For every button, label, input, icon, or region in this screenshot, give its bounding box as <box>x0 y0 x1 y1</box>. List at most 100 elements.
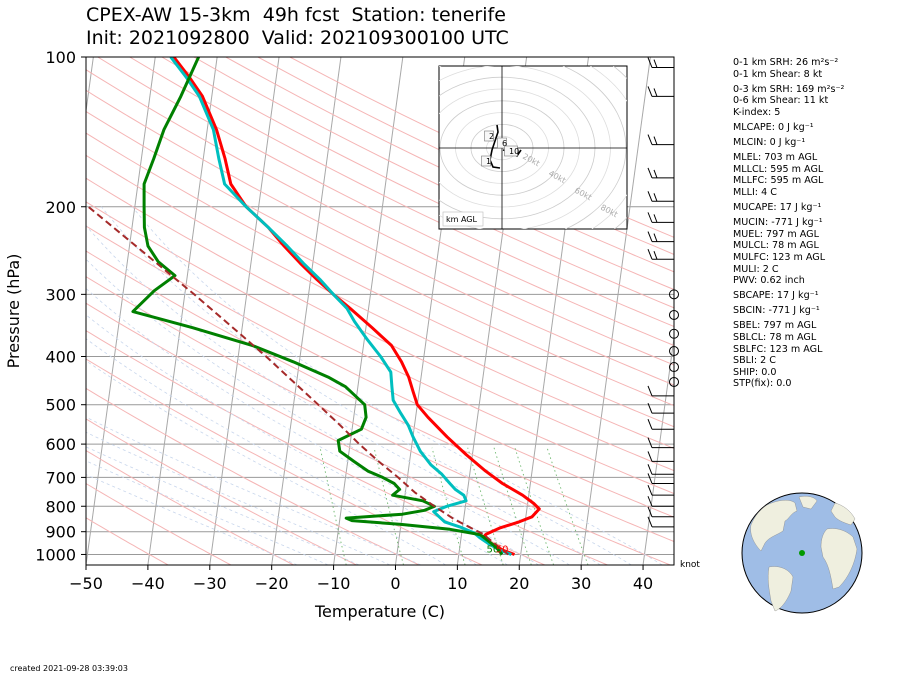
plot-frame <box>85 56 675 566</box>
moist-adiabat <box>86 360 446 565</box>
dry-adiabat <box>86 517 169 565</box>
dry-adiabat <box>86 276 671 565</box>
index-line: SBCAPE: 17 J kg⁻¹ <box>733 290 819 302</box>
y-tick-label: 400 <box>45 348 76 367</box>
y-tick-label: 300 <box>45 285 76 304</box>
chart-grid <box>86 57 674 565</box>
index-line: 0-6 km Shear: 11 kt <box>733 95 829 107</box>
series-temperature <box>172 57 541 556</box>
y-tick-label: 100 <box>45 48 76 67</box>
calm-wind-circle <box>669 289 679 300</box>
index-line: MUCAPE: 17 J kg⁻¹ <box>733 202 822 214</box>
moist-adiabat <box>132 206 663 565</box>
x-tick-label: −20 <box>255 574 289 593</box>
x-tick-label: 40 <box>633 574 653 593</box>
hodograph-marker-box <box>484 130 494 142</box>
calm-wind-circle <box>669 309 679 320</box>
x-tick-label: 10 <box>447 574 467 593</box>
isotherm <box>580 57 651 565</box>
index-line: PWV: 0.62 inch <box>733 275 805 287</box>
index-line: MLLCL: 595 m AGL <box>733 163 824 175</box>
moist-adiabat <box>86 474 298 565</box>
wind-barb <box>647 464 674 475</box>
dry-adiabat <box>86 482 232 565</box>
chart-title-line1: CPEX-AW 15-3km 49h fcst Station: tenerif… <box>86 4 506 26</box>
y-tick-label: 1000 <box>35 545 76 564</box>
y-tick-label: 800 <box>45 497 76 516</box>
wind-barb <box>647 86 674 97</box>
dry-adiabat <box>86 154 674 449</box>
dry-adiabat <box>86 225 674 518</box>
location-globe <box>741 492 863 614</box>
station-marker <box>799 550 805 556</box>
moist-adiabat <box>86 431 391 565</box>
dry-adiabat <box>129 57 674 328</box>
index-line: MUCIN: -771 J kg⁻¹ <box>733 217 823 229</box>
wind-barb <box>647 167 674 179</box>
wind-barb <box>647 484 674 496</box>
dry-adiabat <box>86 177 674 472</box>
hodograph-marker-box <box>504 145 518 157</box>
calm-wind-circle <box>669 328 679 339</box>
index-line: SBLFC: 123 m AGL <box>733 343 823 355</box>
hodograph-marker-box <box>481 155 491 167</box>
globe-land-africa <box>820 528 858 590</box>
dry-adiabat <box>86 201 674 495</box>
hodograph-marker: 6 <box>502 139 507 148</box>
chart-title-line2: Init: 2021092800 Valid: 202109300100 UTC <box>86 27 509 49</box>
series-wetbulb <box>131 57 504 556</box>
wind-barb <box>647 437 674 449</box>
hodograph-marker: 10 <box>509 147 519 156</box>
y-tick-label: 200 <box>45 198 76 217</box>
index-line: K-index: 5 <box>733 106 781 118</box>
dry-adiabat <box>225 57 674 273</box>
calm-wind-circle <box>669 362 679 373</box>
dry-adiabat <box>86 110 674 407</box>
moist-adiabat <box>86 338 477 565</box>
hodograph-unit-label: km AGL <box>446 215 478 224</box>
isotherm <box>642 334 674 565</box>
x-tick-label: 20 <box>509 574 529 593</box>
dry-adiabat <box>161 57 674 309</box>
index-line: STP(fix): 0.0 <box>733 378 792 390</box>
x-tick-label: 30 <box>571 574 591 593</box>
index-line: MLCIN: 0 J kg⁻¹ <box>733 137 806 149</box>
moist-adiabat <box>86 314 508 565</box>
hodograph-unit-box <box>442 211 484 227</box>
dry-adiabat <box>86 387 420 565</box>
mixing-ratio-line <box>319 447 347 565</box>
wind-barb <box>647 249 674 260</box>
hodograph-marker: 1 <box>486 157 491 166</box>
wind-barb <box>647 231 674 243</box>
index-line: MULI: 2 C <box>733 263 779 275</box>
moist-adiabat <box>101 206 632 565</box>
index-line: MLEL: 703 m AGL <box>733 152 818 164</box>
dry-adiabat <box>86 418 357 565</box>
y-tick-label: 700 <box>45 468 76 487</box>
x-tick-label: −30 <box>193 574 227 593</box>
index-line: 0-3 km SRH: 169 m²s⁻² <box>733 83 845 95</box>
index-line: MULFC: 123 m AGL <box>733 251 826 263</box>
y-tick-label: 900 <box>45 523 76 542</box>
wind-barb <box>647 516 674 528</box>
series-parcel <box>86 203 509 556</box>
dry-adiabat <box>86 358 483 565</box>
wind-barb <box>647 496 674 507</box>
series-dewpoint <box>169 57 512 556</box>
y-axis-label: Pressure (hPa) <box>4 254 23 369</box>
moist-adiabat <box>86 416 422 565</box>
isotherm <box>86 57 94 115</box>
created-timestamp: created 2021-09-28 03:39:03 <box>10 664 128 673</box>
globe-land-europe <box>830 502 856 526</box>
moist-adiabat <box>86 258 570 565</box>
index-line: SBEL: 797 m AGL <box>733 320 817 332</box>
surface-label: 50 <box>496 544 509 555</box>
wind-barb <box>647 191 674 202</box>
wind-barb <box>647 385 674 397</box>
surface-label: 50 <box>486 544 499 555</box>
moist-adiabat <box>86 460 329 565</box>
wind-barb <box>647 473 674 484</box>
wind-barb <box>647 57 674 69</box>
